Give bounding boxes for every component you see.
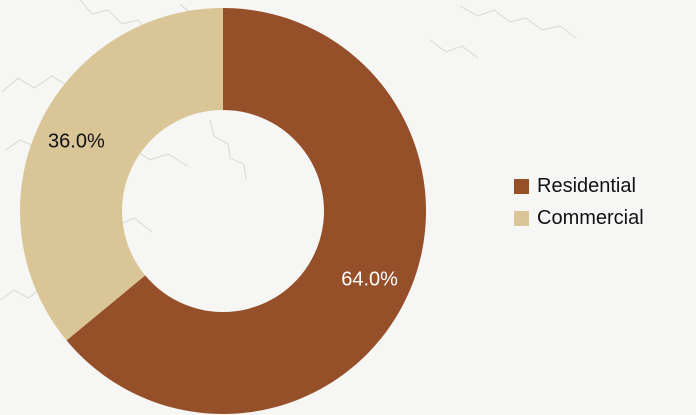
donut-slices bbox=[20, 8, 426, 415]
legend-item-residential: Residential bbox=[514, 172, 694, 200]
legend-swatch-residential bbox=[514, 178, 529, 194]
donut-slice-commercial bbox=[20, 8, 224, 341]
legend: Residential Commercial bbox=[514, 172, 694, 236]
data-labels: 64.0% 36.0% bbox=[48, 130, 398, 290]
legend-label-commercial: Commercial bbox=[537, 206, 644, 229]
donut-slice-residential bbox=[66, 8, 426, 415]
legend-swatch-commercial bbox=[514, 210, 529, 226]
data-label-residential: 64.0% bbox=[341, 268, 398, 290]
legend-item-commercial: Commercial bbox=[514, 204, 694, 232]
legend-label-residential: Residential bbox=[537, 174, 636, 197]
data-label-commercial: 36.0% bbox=[48, 130, 105, 152]
